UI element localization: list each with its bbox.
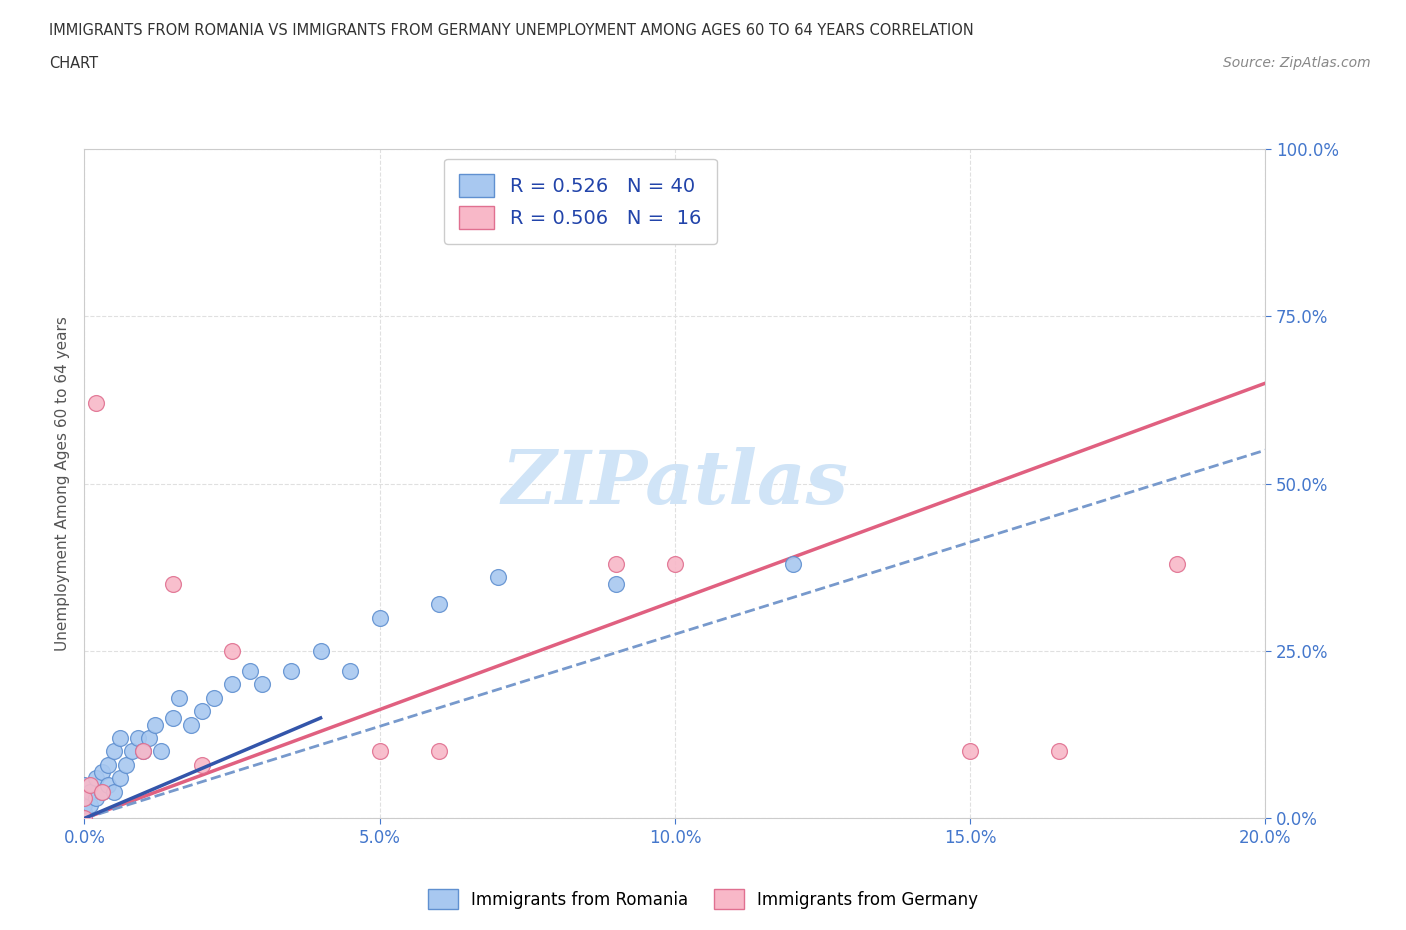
Point — [309, 644, 332, 658]
Point — [73, 798, 96, 813]
Point — [103, 744, 125, 759]
Point — [191, 704, 214, 719]
Point — [138, 731, 160, 746]
Point — [132, 744, 155, 759]
Y-axis label: Unemployment Among Ages 60 to 64 years: Unemployment Among Ages 60 to 64 years — [55, 316, 70, 651]
Point — [167, 690, 190, 705]
Point — [1166, 556, 1188, 571]
Point — [79, 784, 101, 799]
Point — [73, 811, 96, 826]
Point — [108, 771, 131, 786]
Point — [97, 777, 120, 792]
Point — [1047, 744, 1070, 759]
Point — [782, 556, 804, 571]
Point — [91, 784, 114, 799]
Point — [73, 790, 96, 805]
Point — [180, 717, 202, 732]
Point — [84, 790, 107, 805]
Point — [73, 811, 96, 826]
Point — [127, 731, 149, 746]
Point — [91, 784, 114, 799]
Point — [959, 744, 981, 759]
Point — [191, 757, 214, 772]
Point — [79, 777, 101, 792]
Point — [79, 798, 101, 813]
Text: IMMIGRANTS FROM ROMANIA VS IMMIGRANTS FROM GERMANY UNEMPLOYMENT AMONG AGES 60 TO: IMMIGRANTS FROM ROMANIA VS IMMIGRANTS FR… — [49, 23, 974, 38]
Point — [605, 556, 627, 571]
Point — [368, 744, 391, 759]
Point — [427, 744, 450, 759]
Point — [132, 744, 155, 759]
Point — [427, 597, 450, 612]
Point — [84, 396, 107, 411]
Point — [486, 570, 509, 585]
Point — [84, 771, 107, 786]
Point — [143, 717, 166, 732]
Point — [121, 744, 143, 759]
Point — [103, 784, 125, 799]
Point — [368, 610, 391, 625]
Point — [250, 677, 273, 692]
Point — [221, 677, 243, 692]
Point — [73, 804, 96, 819]
Point — [97, 757, 120, 772]
Point — [162, 577, 184, 591]
Point — [150, 744, 173, 759]
Point — [605, 577, 627, 591]
Point — [202, 690, 225, 705]
Point — [221, 644, 243, 658]
Point — [664, 556, 686, 571]
Point — [280, 664, 302, 679]
Point — [339, 664, 361, 679]
Point — [91, 764, 114, 779]
Point — [108, 731, 131, 746]
Point — [73, 790, 96, 805]
Point — [114, 757, 136, 772]
Text: ZIPatlas: ZIPatlas — [502, 447, 848, 520]
Point — [162, 711, 184, 725]
Text: Source: ZipAtlas.com: Source: ZipAtlas.com — [1223, 56, 1371, 70]
Legend: R = 0.526   N = 40, R = 0.506   N =  16: R = 0.526 N = 40, R = 0.506 N = 16 — [444, 158, 717, 245]
Legend: Immigrants from Romania, Immigrants from Germany: Immigrants from Romania, Immigrants from… — [420, 881, 986, 917]
Point — [73, 777, 96, 792]
Text: CHART: CHART — [49, 56, 98, 71]
Point — [239, 664, 262, 679]
